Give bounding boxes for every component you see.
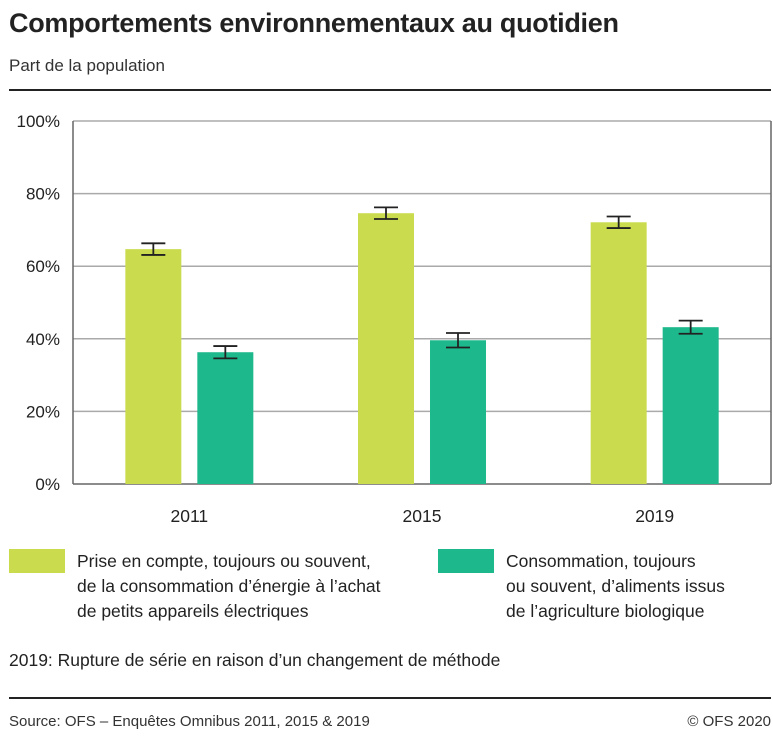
bar-chart: 0% 20% 40% 60% 80% 100% 2011 2015 2019 xyxy=(17,112,772,526)
top-rule xyxy=(9,89,771,91)
legend-item-organic: Consommation, toujours ou souvent, d’ali… xyxy=(438,549,725,624)
x-tick-label: 2015 xyxy=(403,506,442,526)
legend-swatch xyxy=(438,549,494,573)
bar xyxy=(662,327,719,484)
bar xyxy=(430,340,486,484)
y-tick-label: 40% xyxy=(26,330,60,349)
legend-label: Prise en compte, toujours ou souvent, de… xyxy=(77,551,381,621)
chart-note: 2019: Rupture de série en raison d’un ch… xyxy=(9,650,501,670)
bar xyxy=(125,249,182,484)
bar xyxy=(197,352,254,484)
legend-label: Consommation, toujours ou souvent, d’ali… xyxy=(506,551,725,621)
y-tick-label: 0% xyxy=(35,475,60,494)
copyright-text: © OFS 2020 xyxy=(687,713,771,730)
source-text: Source: OFS – Enquêtes Omnibus 2011, 201… xyxy=(9,713,370,730)
x-tick-label: 2011 xyxy=(171,506,209,526)
bar xyxy=(358,213,414,484)
y-tick-label: 20% xyxy=(26,402,60,421)
chart-title: Comportements environnementaux au quotid… xyxy=(9,8,619,38)
chart-subtitle: Part de la population xyxy=(9,56,165,75)
y-tick-label: 80% xyxy=(26,185,60,204)
bar xyxy=(590,222,647,485)
legend-swatch xyxy=(9,549,65,573)
x-tick-label: 2019 xyxy=(635,506,674,526)
y-tick-label: 60% xyxy=(26,257,60,276)
bottom-rule xyxy=(9,697,771,699)
legend-item-energy: Prise en compte, toujours ou souvent, de… xyxy=(9,549,381,624)
y-tick-label: 100% xyxy=(17,112,60,131)
